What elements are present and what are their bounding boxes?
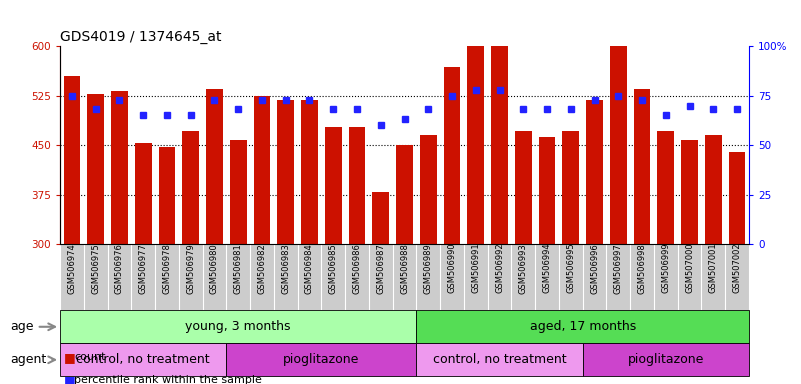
Bar [610, 46, 626, 244]
Bar [183, 131, 199, 244]
Bar [705, 134, 722, 244]
Bar [729, 152, 746, 244]
Bar [159, 147, 175, 244]
Bar [420, 134, 437, 244]
Text: pioglitazone: pioglitazone [628, 353, 704, 366]
Text: ■: ■ [64, 351, 76, 364]
Bar [301, 99, 318, 244]
Bar [491, 46, 508, 244]
Bar [206, 89, 223, 244]
Bar [515, 131, 532, 244]
Text: control, no treatment: control, no treatment [433, 353, 566, 366]
Bar [63, 76, 80, 244]
Bar [468, 46, 484, 244]
Text: control, no treatment: control, no treatment [76, 353, 210, 366]
Bar [634, 89, 650, 244]
Bar [60, 343, 227, 376]
Text: percentile rank within the sample: percentile rank within the sample [74, 375, 263, 384]
Text: age: age [10, 320, 55, 333]
Text: young, 3 months: young, 3 months [186, 320, 291, 333]
Text: ■: ■ [64, 374, 76, 384]
Bar [586, 99, 603, 244]
Bar [111, 91, 128, 244]
Text: agent: agent [10, 353, 55, 366]
Bar [227, 343, 417, 376]
Bar [582, 343, 749, 376]
Bar [230, 140, 247, 244]
Bar [372, 192, 389, 244]
Bar [135, 142, 151, 244]
Bar [444, 66, 461, 244]
Bar [417, 343, 582, 376]
Bar [254, 96, 270, 244]
Text: aged, 17 months: aged, 17 months [529, 320, 636, 333]
Bar [681, 140, 698, 244]
Text: GDS4019 / 1374645_at: GDS4019 / 1374645_at [60, 30, 222, 44]
Bar [417, 310, 749, 343]
Bar [562, 131, 579, 244]
Bar [396, 145, 413, 244]
Bar [539, 137, 555, 244]
Bar [325, 127, 341, 244]
Text: count: count [74, 352, 106, 362]
Text: pioglitazone: pioglitazone [284, 353, 360, 366]
Bar [277, 99, 294, 244]
Bar [60, 310, 417, 343]
Bar [658, 131, 674, 244]
Bar [87, 94, 104, 244]
Bar [348, 127, 365, 244]
